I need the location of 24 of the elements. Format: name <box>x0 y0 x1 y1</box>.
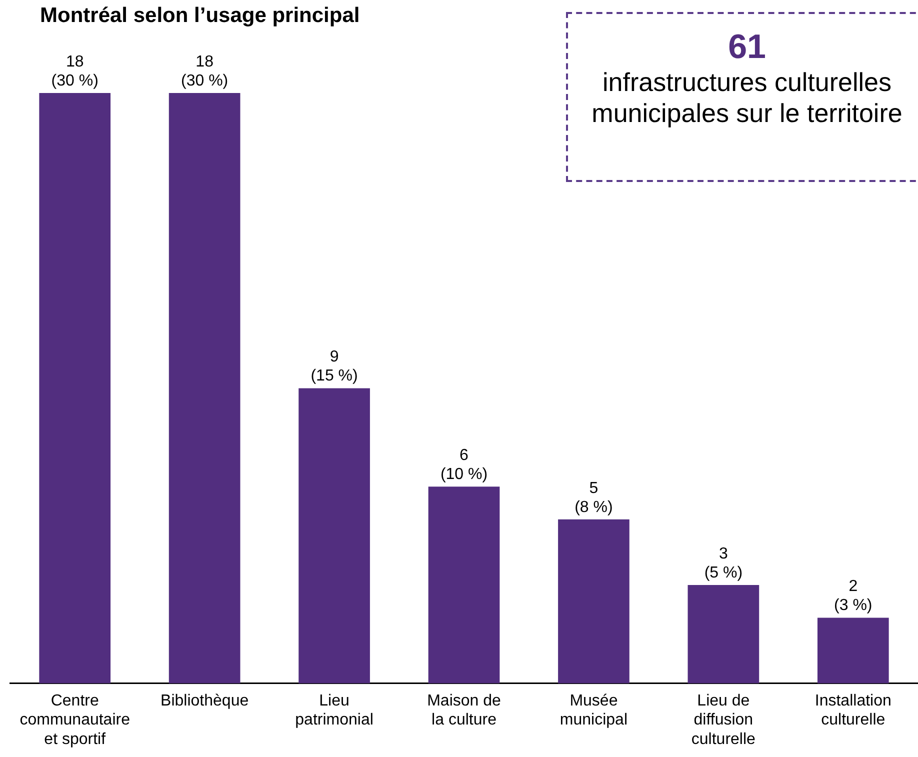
x-tick-label: Lieu patrimonial <box>295 692 374 729</box>
bar <box>298 388 370 684</box>
data-label: 18 (30 %) <box>181 53 228 90</box>
bar <box>688 585 760 684</box>
bar <box>168 93 240 684</box>
bar <box>817 618 889 684</box>
data-label: 5 (8 %) <box>574 480 613 516</box>
x-tick-label: Installation culturelle <box>814 692 892 729</box>
data-label: 18 (30 %) <box>51 53 98 90</box>
bar <box>428 486 500 684</box>
x-tick-label: Lieu de diffusion culturelle <box>691 692 756 748</box>
x-tick-label: Maison de la culture <box>427 692 502 729</box>
x-tick-label: Musée municipal <box>560 692 628 729</box>
bar <box>39 93 111 684</box>
callout-box: 61 infrastructures culturelles municipales sur le territoire <box>566 12 918 182</box>
data-label: 6 (10 %) <box>440 447 488 484</box>
chart-title: Montréal selon l’usage principal <box>40 4 360 28</box>
x-tick-label: Bibliothèque <box>160 692 249 710</box>
data-label: 3 (5 %) <box>704 545 743 582</box>
data-label: 9 (15 %) <box>310 348 358 385</box>
data-label: 2 (3 %) <box>834 578 872 614</box>
bar <box>558 519 630 684</box>
x-tick-label: Centre communautaire et sportif <box>20 692 130 748</box>
annotation: infrastructures culturelles municipales sur le territoire <box>590 67 904 129</box>
